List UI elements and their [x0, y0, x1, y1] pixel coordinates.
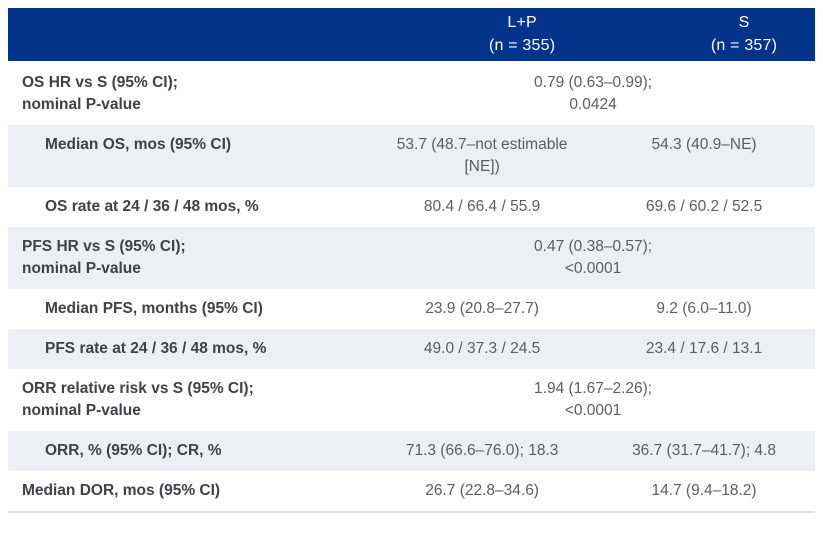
value-merged: 0.47 (0.38–0.57); <0.0001	[371, 227, 815, 289]
table-row-median-os: Median OS, mos (95% CI) 53.7 (48.7–not e…	[8, 125, 815, 187]
value-merged: 0.79 (0.63–0.99); 0.0424	[371, 62, 815, 125]
row-label: OS HR vs S (95% CI); nominal P-value	[8, 62, 372, 125]
value-s: 9.2 (6.0–11.0)	[593, 289, 815, 329]
row-label: Median DOR, mos (95% CI)	[8, 471, 372, 513]
column-header-s-n: (n = 357)	[710, 37, 778, 54]
table-row-os-hr: OS HR vs S (95% CI); nominal P-value 0.7…	[8, 62, 815, 125]
column-header-lp-n: (n = 355)	[488, 37, 556, 54]
table-row-os-rate: OS rate at 24 / 36 / 48 mos, % 80.4 / 66…	[8, 187, 815, 227]
value-s: 69.6 / 60.2 / 52.5	[593, 187, 815, 227]
header-row: L+P (n = 355) S (n = 357)	[8, 8, 815, 63]
table-row-orr-rr: ORR relative risk vs S (95% CI); nominal…	[8, 369, 815, 431]
value-lp: 26.7 (22.8–34.6)	[371, 471, 594, 513]
row-label: OS rate at 24 / 36 / 48 mos, %	[8, 187, 372, 227]
table-row-median-pfs: Median PFS, months (95% CI) 23.9 (20.8–2…	[8, 289, 815, 329]
value-s: 54.3 (40.9–NE)	[593, 125, 815, 187]
row-label: PFS HR vs S (95% CI); nominal P-value	[8, 227, 372, 289]
row-label: Median PFS, months (95% CI)	[8, 289, 372, 329]
results-table: L+P (n = 355) S (n = 357) OS HR vs S (95…	[8, 8, 815, 513]
row-label: ORR relative risk vs S (95% CI); nominal…	[8, 369, 372, 431]
value-s: 23.4 / 17.6 / 13.1	[593, 329, 815, 369]
value-s: 14.7 (9.4–18.2)	[593, 471, 815, 513]
row-label: PFS rate at 24 / 36 / 48 mos, %	[8, 329, 372, 369]
table-row-pfs-hr: PFS HR vs S (95% CI); nominal P-value 0.…	[8, 227, 815, 289]
value-lp: 49.0 / 37.3 / 24.5	[371, 329, 594, 369]
column-header-s: S (n = 357)	[593, 8, 815, 63]
table-row-median-dor: Median DOR, mos (95% CI) 26.7 (22.8–34.6…	[8, 471, 815, 513]
row-label: Median OS, mos (95% CI)	[8, 125, 372, 187]
value-lp: 23.9 (20.8–27.7)	[371, 289, 594, 329]
row-label: ORR, % (95% CI); CR, %	[8, 431, 372, 471]
header-label-spacer	[8, 8, 372, 63]
value-s: 36.7 (31.7–41.7); 4.8	[593, 431, 815, 471]
value-lp: 71.3 (66.6–76.0); 18.3	[371, 431, 594, 471]
value-lp: 80.4 / 66.4 / 55.9	[371, 187, 594, 227]
value-merged: 1.94 (1.67–2.26); <0.0001	[371, 369, 815, 431]
table-row-orr: ORR, % (95% CI); CR, % 71.3 (66.6–76.0);…	[8, 431, 815, 471]
table-row-pfs-rate: PFS rate at 24 / 36 / 48 mos, % 49.0 / 3…	[8, 329, 815, 369]
column-header-lp: L+P (n = 355)	[371, 8, 594, 63]
value-lp: 53.7 (48.7–not estimable [NE])	[371, 125, 594, 187]
column-header-lp-name: L+P	[507, 14, 537, 31]
column-header-s-name: S	[738, 14, 750, 31]
